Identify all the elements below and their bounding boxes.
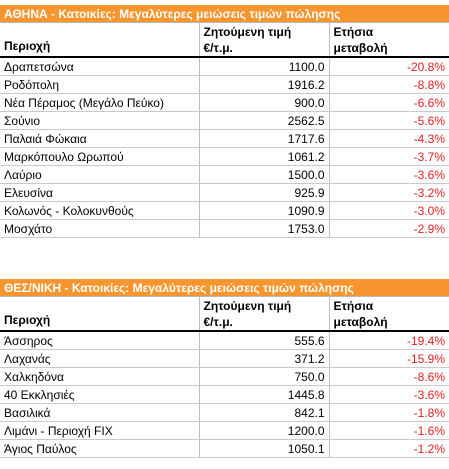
area-cell: Παλαιά Φώκαια (0, 129, 199, 148)
table-row: Λαχανάς 371.2 -15.9% (0, 349, 449, 368)
change-header-line2: μεταβολή (333, 41, 388, 55)
price-header-line1: Ζητούμενη τιμή (203, 299, 292, 313)
table-row: Κολωνός - Κολοκυνθούς 1090.9 -3.0% (0, 201, 449, 220)
table-row: Σούνιο 2562.5 -5.6% (0, 111, 449, 130)
change-header: Ετήσια μεταβολή (328, 296, 449, 332)
change-cell: -3.0% (328, 201, 449, 220)
change-cell: -1.2% (328, 439, 449, 458)
price-cell: 1200.0 (198, 421, 329, 440)
change-cell: -15.9% (328, 349, 449, 368)
price-cell: 1445.8 (198, 385, 329, 404)
table-row: Λιμάνι - Περιοχή FIX 1200.0 -1.6% (0, 421, 449, 440)
change-cell: -3.2% (328, 183, 449, 202)
thessaloniki-table: ΘΕΣ/ΝΙΚΗ - Κατοικίες: Μεγαλύτερες μειώσε… (0, 279, 449, 458)
area-cell: Κολωνός - Κολοκυνθούς (0, 201, 199, 220)
price-cell: 1050.1 (198, 439, 329, 458)
area-cell: Λιμάνι - Περιοχή FIX (0, 421, 199, 440)
table-row: Δραπετσώνα 1100.0 -20.8% (0, 57, 449, 76)
change-cell: -8.8% (328, 75, 449, 94)
change-cell: -8.6% (328, 367, 449, 386)
price-header-line1: Ζητούμενη τιμή (203, 25, 292, 39)
price-cell: 1100.0 (198, 57, 329, 76)
area-cell: Μαρκόπουλο Ωρωπού (0, 147, 199, 166)
change-cell: -3.6% (328, 165, 449, 184)
price-cell: 555.6 (198, 331, 329, 350)
area-cell: Ελευσίνα (0, 183, 199, 202)
table-row: Ελευσίνα 925.9 -3.2% (0, 183, 449, 202)
change-cell: -5.6% (328, 111, 449, 130)
thessaloniki-header-row: Περιοχή Ζητούμενη τιμή €/τ.μ. Ετήσια μετ… (0, 296, 449, 332)
table-row: Μοσχάτο 1753.0 -2.9% (0, 219, 449, 238)
change-header-line1: Ετήσια (333, 25, 374, 39)
area-cell: Χαλκηδόνα (0, 367, 199, 386)
area-header: Περιοχή (0, 22, 199, 58)
change-header: Ετήσια μεταβολή (328, 22, 449, 58)
thessaloniki-table-body: Άσσηρος 555.6 -19.4% Λαχανάς 371.2 -15.9% Χαλκ… (0, 331, 449, 458)
price-header-line2: €/τ.μ. (203, 315, 233, 329)
change-cell: -1.8% (328, 403, 449, 422)
table-row: Μαρκόπουλο Ωρωπού 1061.2 -3.7% (0, 147, 449, 166)
area-cell: Βασιλικά (0, 403, 199, 422)
change-cell: -3.6% (328, 385, 449, 404)
change-cell: -1.6% (328, 421, 449, 440)
price-cell: 1753.0 (198, 219, 329, 238)
price-cell: 900.0 (198, 93, 329, 112)
table-row: Ροδόπολη 1916.2 -8.8% (0, 75, 449, 94)
price-cell: 1916.2 (198, 75, 329, 94)
price-header-line2: €/τ.μ. (203, 41, 233, 55)
area-cell: 40 Εκκλησιές (0, 385, 199, 404)
area-header: Περιοχή (0, 296, 199, 332)
change-cell: -19.4% (328, 331, 449, 350)
change-cell: -20.8% (328, 57, 449, 76)
table-row: Χαλκηδόνα 750.0 -8.6% (0, 367, 449, 386)
price-cell: 750.0 (198, 367, 329, 386)
change-cell: -3.7% (328, 147, 449, 166)
area-cell: Ροδόπολη (0, 75, 199, 94)
price-cell: 1090.9 (198, 201, 329, 220)
area-cell: Λαύριο (0, 165, 199, 184)
athens-header-row: Περιοχή Ζητούμενη τιμή €/τ.μ. Ετήσια μετ… (0, 22, 449, 58)
price-cell: 2562.5 (198, 111, 329, 130)
price-cell: 1717.6 (198, 129, 329, 148)
table-row: Λαύριο 1500.0 -3.6% (0, 165, 449, 184)
athens-table-body: Δραπετσώνα 1100.0 -20.8% Ροδόπολη 1916.2 -8.8… (0, 57, 449, 238)
change-cell: -6.6% (328, 93, 449, 112)
price-cell: 371.2 (198, 349, 329, 368)
table-row: 40 Εκκλησιές 1445.8 -3.6% (0, 385, 449, 404)
area-cell: Άσσηρος (0, 331, 199, 350)
table-row: Παλαιά Φώκαια 1717.6 -4.3% (0, 129, 449, 148)
athens-table: ΑΘΗΝΑ - Κατοικίες: Μεγαλύτερες μειώσεις … (0, 5, 449, 238)
price-cell: 1061.2 (198, 147, 329, 166)
table-row: Άγιος Παύλος 1050.1 -1.2% (0, 439, 449, 458)
athens-table-title: ΑΘΗΝΑ - Κατοικίες: Μεγαλύτερες μειώσεις … (0, 5, 449, 23)
change-header-line2: μεταβολή (333, 315, 388, 329)
price-cell: 925.9 (198, 183, 329, 202)
table-row: Άσσηρος 555.6 -19.4% (0, 331, 449, 350)
price-header: Ζητούμενη τιμή €/τ.μ. (198, 22, 329, 58)
table-row: Βασιλικά 842.1 -1.8% (0, 403, 449, 422)
thessaloniki-table-title: ΘΕΣ/ΝΙΚΗ - Κατοικίες: Μεγαλύτερες μειώσε… (0, 279, 449, 297)
area-cell: Νέα Πέραμος (Μεγάλο Πεύκο) (0, 93, 199, 112)
area-cell: Άγιος Παύλος (0, 439, 199, 458)
price-cell: 842.1 (198, 403, 329, 422)
area-cell: Μοσχάτο (0, 219, 199, 238)
change-cell: -2.9% (328, 219, 449, 238)
price-header: Ζητούμενη τιμή €/τ.μ. (198, 296, 329, 332)
area-cell: Δραπετσώνα (0, 57, 199, 76)
change-header-line1: Ετήσια (333, 299, 374, 313)
price-cell: 1500.0 (198, 165, 329, 184)
change-cell: -4.3% (328, 129, 449, 148)
table-row: Νέα Πέραμος (Μεγάλο Πεύκο) 900.0 -6.6% (0, 93, 449, 112)
area-cell: Λαχανάς (0, 349, 199, 368)
area-cell: Σούνιο (0, 111, 199, 130)
